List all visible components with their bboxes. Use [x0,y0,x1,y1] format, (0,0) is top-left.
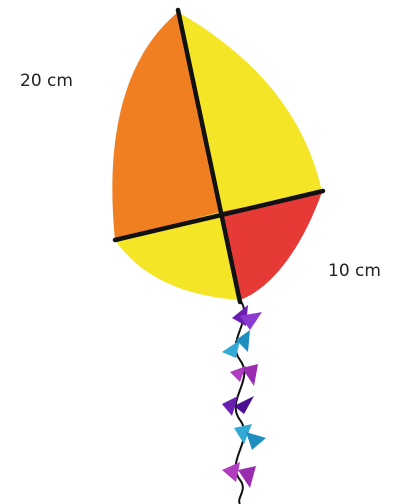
tail-bow [222,462,240,482]
tail-bow [246,432,266,450]
short-side-label: 10 cm [328,261,381,281]
tail-bow [238,466,256,488]
kite [112,10,323,302]
kite-tail [222,300,266,504]
kite-illustration: 20 cm 10 cm [0,0,404,504]
long-side-label: 20 cm [20,71,73,91]
